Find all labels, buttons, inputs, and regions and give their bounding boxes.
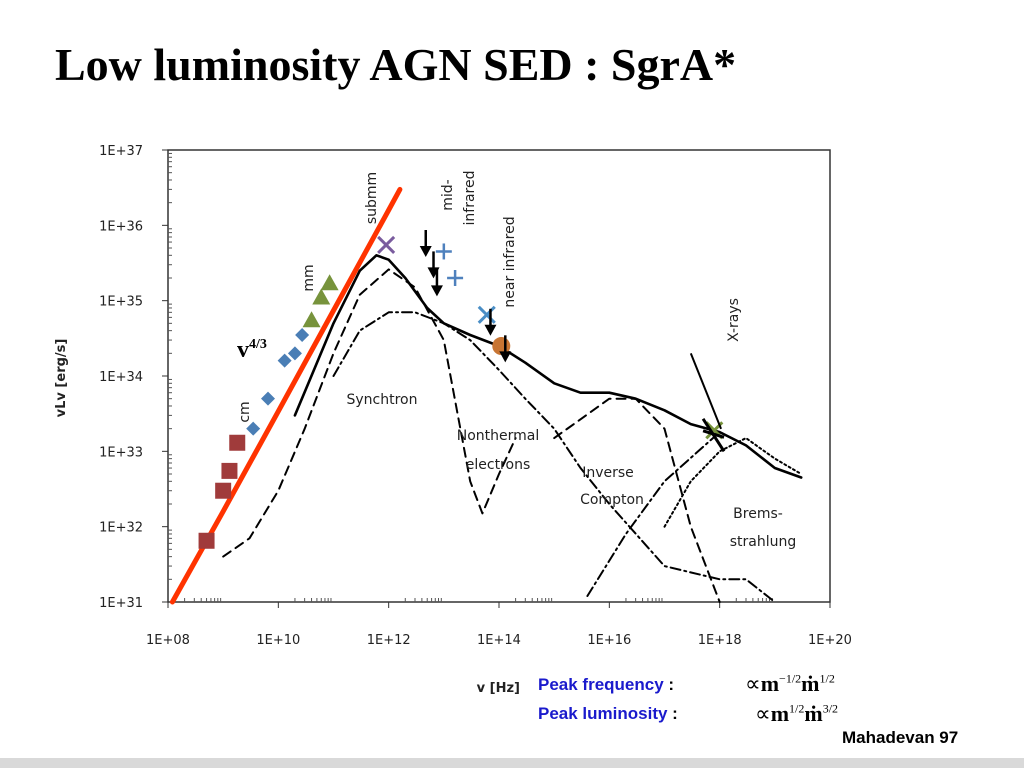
band-label-xrays: X-rays — [726, 298, 742, 342]
y-tick-label: 1E+32 — [99, 521, 143, 536]
band-label-cm: cm — [237, 401, 253, 422]
upper-limit-arrow — [430, 269, 443, 297]
upper-limit-arrow — [419, 230, 432, 258]
component-label-compton: Compton — [580, 492, 644, 508]
x-marker — [477, 305, 496, 324]
x-tick-label: 1E+14 — [477, 633, 521, 648]
peak-frequency-formula: ∝m−1/2ṁ1/2 — [745, 671, 835, 696]
x-tick-label: 1E+16 — [587, 633, 631, 648]
x-axis-label: v [Hz] — [477, 681, 520, 696]
component-label-inverse: Inverse — [582, 465, 634, 481]
x-tick-label: 1E+18 — [698, 633, 742, 648]
y-tick-label: 1E+34 — [99, 370, 143, 385]
band-label-mid: mid- — [440, 179, 456, 210]
x-marker — [377, 235, 396, 254]
y-tick-label: 1E+35 — [99, 295, 143, 310]
y-axis-label: vLv [erg/s] — [54, 339, 69, 418]
slope-fit-line — [169, 186, 403, 605]
x-tick-label: 1E+20 — [808, 633, 852, 648]
component-label-strahlung: strahlung — [730, 534, 797, 550]
triangle-marker — [312, 288, 331, 305]
sed-curve-dashed — [553, 397, 721, 603]
component-label-nonthermal: Nonthermal — [457, 428, 540, 444]
x-tick-label: 1E+12 — [367, 633, 411, 648]
chart-axes: 1E+08 1E+10 1E+12 1E+14 1E+16 1E+18 1E+20 1E+31… — [54, 144, 852, 696]
y-tick-label: 1E+33 — [99, 445, 143, 460]
upper-limit-arrow — [499, 335, 512, 363]
band-label-infrared: infrared — [462, 171, 478, 226]
x-tick-label: 1E+08 — [146, 633, 190, 648]
slide-title: Low luminosity AGN SED : SgrA* — [55, 39, 737, 90]
square-marker — [221, 462, 238, 479]
diamond-marker — [287, 346, 302, 361]
band-label-mm: mm — [301, 264, 317, 291]
triangle-marker — [302, 311, 321, 328]
square-marker — [215, 482, 232, 499]
y-tick-label: 1E+36 — [99, 219, 143, 234]
diamond-marker — [295, 328, 310, 343]
component-label-brems: Brems- — [733, 506, 783, 522]
chart-markers — [198, 230, 726, 549]
y-tick-label: 1E+31 — [99, 596, 143, 611]
peak-frequency-label: Peak frequency : — [538, 675, 675, 694]
plus-marker — [435, 243, 452, 260]
band-label-near-infrared: near infrared — [502, 216, 518, 307]
sed-curve-dashed — [222, 268, 517, 558]
sed-curve-dashdot — [332, 311, 776, 603]
component-label-synchrotron: Synchtron — [347, 392, 418, 408]
diamond-marker — [261, 391, 276, 406]
triangle-marker — [320, 274, 339, 291]
sed-curve-dashdot — [586, 431, 747, 597]
sed-curve-solid — [293, 254, 803, 479]
xray-bowtie — [689, 352, 726, 453]
slope-label: v4/3 — [237, 337, 267, 363]
square-marker — [198, 532, 215, 549]
plus-marker — [447, 269, 464, 286]
square-marker — [229, 434, 246, 451]
band-label-submm: submm — [364, 172, 380, 224]
credit-text: Mahadevan 97 — [842, 728, 959, 747]
peak-luminosity-label: Peak luminosity : — [538, 704, 678, 723]
upper-limit-arrow — [484, 308, 497, 336]
bottom-bar — [0, 758, 1024, 768]
component-label-electrons: electrons — [466, 457, 530, 473]
diamond-marker — [246, 421, 261, 436]
chart-labels: cm mm submm mid-infrared near infrared X-rays… — [237, 171, 796, 550]
diamond-marker — [277, 353, 292, 368]
y-tick-label: 1E+37 — [99, 144, 143, 159]
x-tick-label: 1E+10 — [256, 633, 300, 648]
peak-luminosity-formula: ∝m1/2ṁ3/2 — [755, 701, 839, 726]
